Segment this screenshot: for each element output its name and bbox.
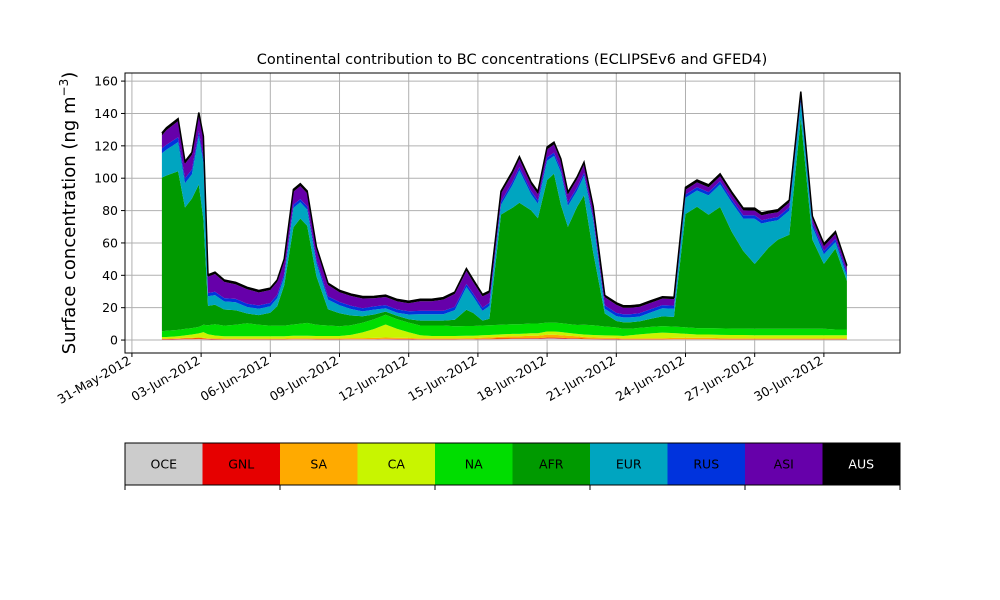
area-eur xyxy=(161,102,847,323)
legend-swatch-oce xyxy=(125,443,203,485)
legend-label-sa: SA xyxy=(310,457,327,472)
legend-swatch-rus xyxy=(667,443,745,485)
chart-title: Continental contribution to BC concentra… xyxy=(257,52,768,68)
x-tick-label: 12-Jun-2012 xyxy=(336,353,410,404)
legend-label-ca: CA xyxy=(388,457,406,472)
area-sa xyxy=(161,334,847,340)
y-tick-label: 40 xyxy=(102,268,118,283)
stacked-areas xyxy=(161,91,848,341)
legend-swatch-ca xyxy=(357,443,435,485)
y-tick-label: 120 xyxy=(94,138,118,153)
area-afr xyxy=(161,118,847,332)
y-tick-label: 160 xyxy=(94,74,118,89)
legend-label-eur: EUR xyxy=(616,457,642,472)
plot-frame xyxy=(124,72,901,354)
legend-swatch-afr xyxy=(512,443,590,485)
x-tick-label: 21-Jun-2012 xyxy=(544,353,618,404)
y-axis-label: Surface concentration (ng m−3) xyxy=(57,72,80,355)
legend-label-gnl: GNL xyxy=(228,457,254,472)
legend-label-aus: AUS xyxy=(848,457,874,472)
legend-swatch-eur xyxy=(590,443,668,485)
y-tick-label: 80 xyxy=(102,203,118,218)
y-tick-label: 60 xyxy=(102,235,118,250)
colorbar-legend: OCE GNL SA CA NA AFR EUR RUS ASI AUS xyxy=(124,442,901,490)
y-tick-label: 100 xyxy=(94,171,118,186)
total-outline xyxy=(161,91,848,307)
x-tick-label: 06-Jun-2012 xyxy=(198,353,272,404)
x-tick-label: 24-Jun-2012 xyxy=(613,353,687,404)
legend-frame xyxy=(124,442,901,486)
x-tick-label: 09-Jun-2012 xyxy=(267,353,341,404)
x-tick-label: 18-Jun-2012 xyxy=(474,353,548,404)
area-na xyxy=(161,314,847,337)
y-tick-label: 140 xyxy=(94,106,118,121)
legend-swatch-sa xyxy=(280,443,358,485)
legend-swatch-aus xyxy=(822,443,900,485)
area-ca xyxy=(161,324,847,339)
x-tick-label: 30-Jun-2012 xyxy=(751,353,825,404)
y-tick-label: 20 xyxy=(102,300,118,315)
x-tick-label: 27-Jun-2012 xyxy=(682,353,756,404)
x-tick-label: 15-Jun-2012 xyxy=(405,353,479,404)
legend-label-na: NA xyxy=(465,457,483,472)
x-tick-label: 03-Jun-2012 xyxy=(128,353,202,404)
legend-swatch-na xyxy=(435,443,513,485)
legend-swatch-asi xyxy=(745,443,823,485)
legend-label-afr: AFR xyxy=(539,457,564,472)
legend-label-rus: RUS xyxy=(693,457,719,472)
legend-label-oce: OCE xyxy=(151,457,178,472)
x-tick-label: 31-May-2012 xyxy=(55,353,134,407)
legend-swatch-gnl xyxy=(202,443,280,485)
area-oce xyxy=(161,338,847,341)
y-tick-label: 0 xyxy=(110,333,118,348)
area-asi xyxy=(161,94,847,315)
legend-label-asi: ASI xyxy=(774,457,794,472)
